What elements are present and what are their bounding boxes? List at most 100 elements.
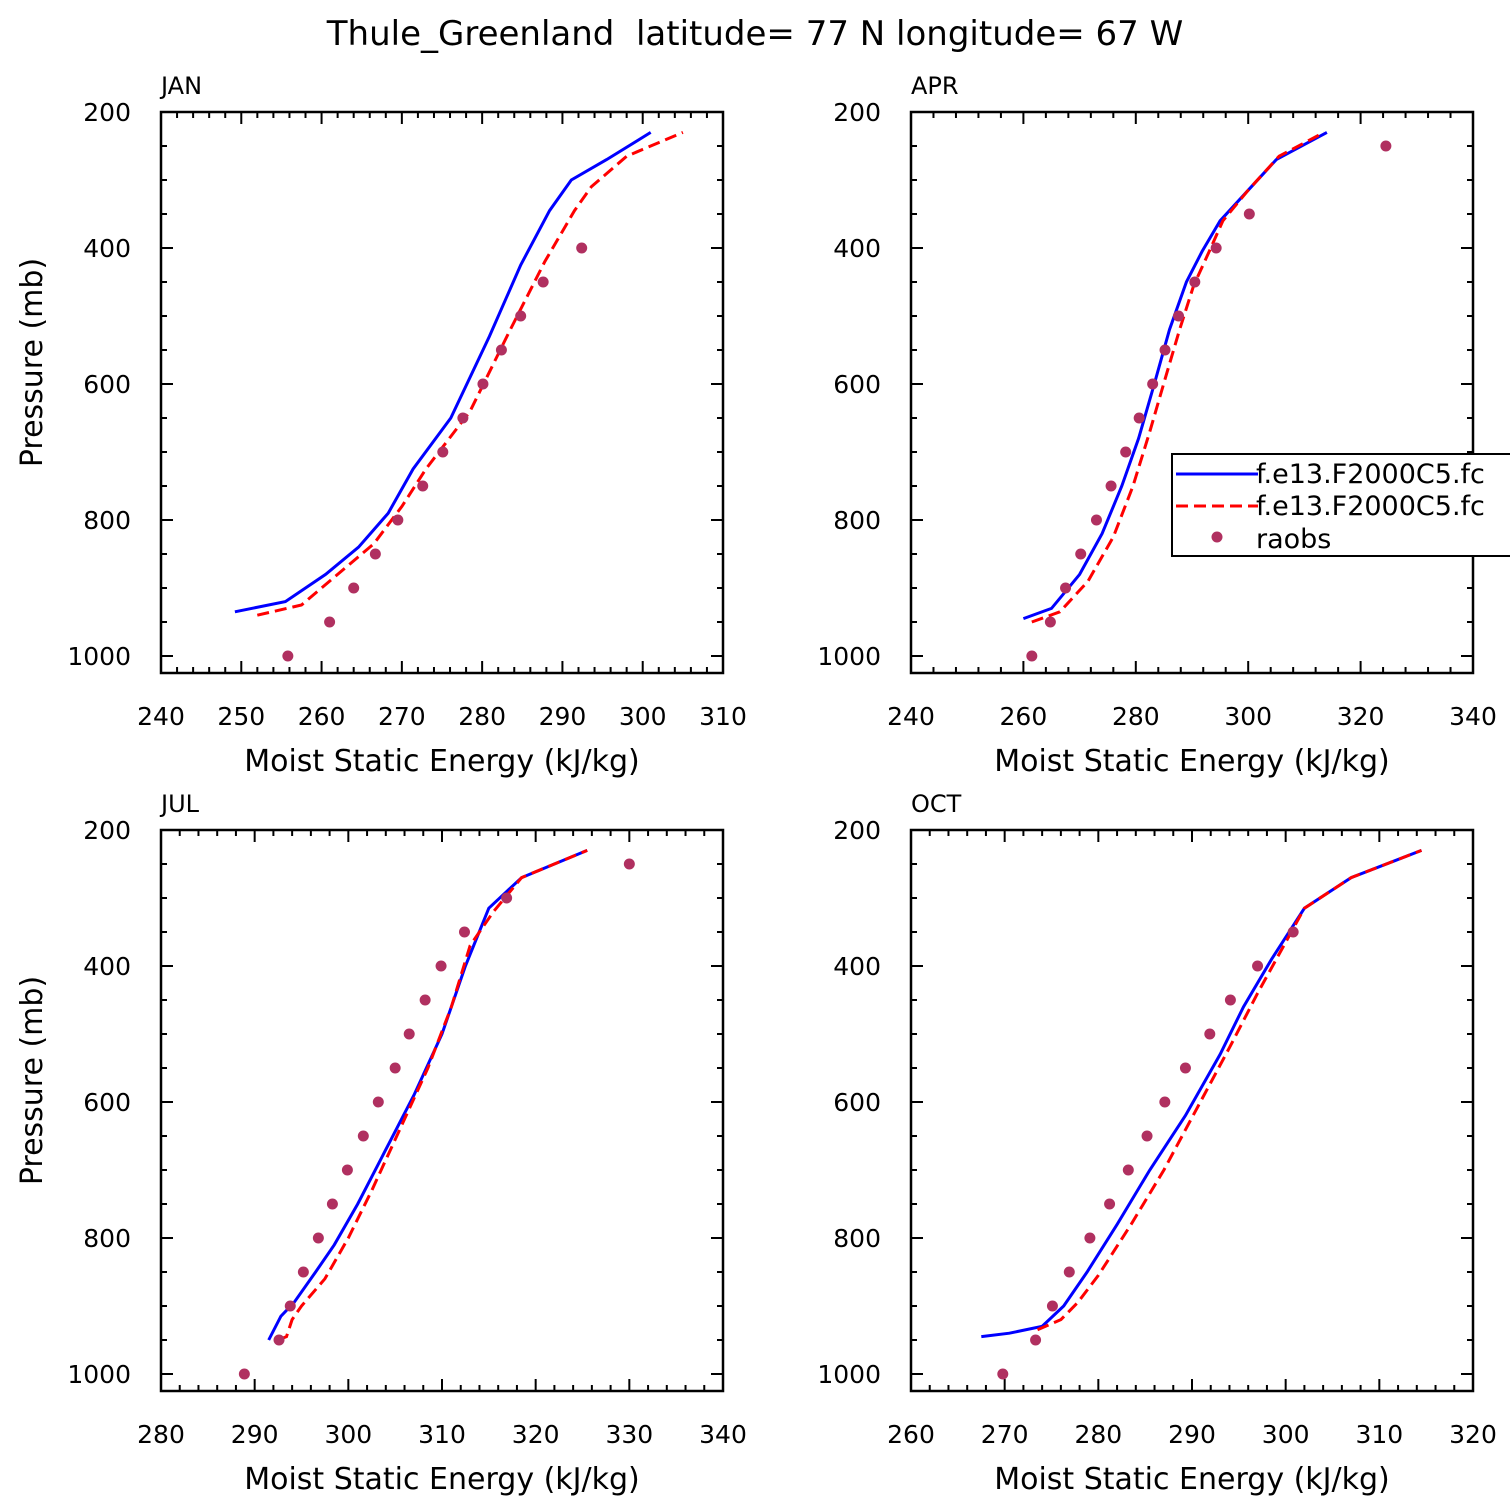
raobs-point — [357, 1130, 369, 1142]
x-tick-label: 270 — [981, 1420, 1029, 1449]
raobs-point — [1090, 514, 1102, 526]
raobs-point — [501, 892, 513, 904]
model1-line — [267, 849, 588, 1341]
raobs-point — [435, 960, 447, 972]
model1-line — [234, 131, 652, 614]
y-axis-label: Pressure (mb) — [15, 258, 50, 467]
x-tick-label: 320 — [1449, 1420, 1497, 1449]
x-axis-label: Moist Static Energy (kJ/kg) — [244, 1462, 640, 1497]
raobs-point — [1046, 1300, 1058, 1312]
panels: 240 250 260 270 280 290 300 310 200 400 600 800 1000… — [15, 72, 1497, 1497]
y-tick-label: 400 — [833, 952, 881, 981]
panel-apr: 240 260 280 300 320 340 200 400 600 800 1000 APR Moi… — [817, 72, 1496, 779]
raobs-point — [458, 926, 470, 938]
panel-title: APR — [911, 72, 959, 100]
raobs-point — [1084, 1232, 1096, 1244]
y-tick-label: 400 — [83, 234, 131, 263]
raobs-point — [392, 514, 404, 526]
y-tick-label: 1000 — [67, 642, 131, 671]
raobs-point — [312, 1232, 324, 1244]
raobs-point — [1030, 1334, 1042, 1346]
legend-entry: f.e13.F2000C5.fc — [1256, 491, 1485, 522]
raobs-point — [1380, 140, 1392, 152]
raobs-point — [1159, 1096, 1171, 1108]
raobs-point — [1243, 208, 1255, 220]
x-tick-label: 260 — [887, 1420, 935, 1449]
raobs-series — [997, 926, 1299, 1380]
legend-marker-swatch — [1211, 531, 1223, 543]
y-tick-label: 200 — [833, 98, 881, 127]
raobs-point — [324, 616, 336, 628]
y-tick-label: 200 — [83, 816, 131, 845]
raobs-point — [1133, 412, 1145, 424]
y-tick-label: 600 — [83, 1088, 131, 1117]
raobs-point — [1104, 1198, 1116, 1210]
x-tick-label: 280 — [1074, 1420, 1122, 1449]
model1-line — [981, 849, 1423, 1339]
y-tick-label: 600 — [83, 370, 131, 399]
plot-frame — [909, 110, 1475, 675]
raobs-point — [1141, 1130, 1153, 1142]
raobs-point — [1287, 926, 1299, 938]
y-tick-label: 800 — [833, 1224, 881, 1253]
raobs-point — [1026, 650, 1038, 662]
x-tick-label: 310 — [699, 702, 747, 731]
raobs-point — [1044, 616, 1056, 628]
raobs-series — [238, 858, 635, 1380]
raobs-point — [1224, 994, 1236, 1006]
legend-entry: f.e13.F2000C5.fc — [1256, 459, 1485, 490]
raobs-point — [437, 446, 449, 458]
model2-line — [277, 849, 588, 1342]
raobs-series — [1026, 140, 1392, 662]
y-axis-label: Pressure (mb) — [15, 976, 50, 1185]
raobs-point — [1075, 548, 1087, 560]
y-tick-label: 600 — [833, 370, 881, 399]
x-tick-label: 330 — [605, 1420, 653, 1449]
raobs-point — [297, 1266, 309, 1278]
raobs-point — [1147, 378, 1159, 390]
y-tick-label: 200 — [833, 816, 881, 845]
x-tick-label: 260 — [298, 702, 346, 731]
raobs-point — [1173, 310, 1185, 322]
legend-box — [1171, 453, 1510, 557]
x-tick-label: 240 — [137, 702, 185, 731]
raobs-point — [1105, 480, 1117, 492]
x-tick-label: 290 — [231, 1420, 279, 1449]
raobs-point — [1252, 960, 1264, 972]
x-tick-label: 300 — [324, 1420, 372, 1449]
x-tick-label: 270 — [378, 702, 426, 731]
y-tick-label: 200 — [83, 98, 131, 127]
raobs-point — [403, 1028, 415, 1040]
y-tick-label: 400 — [833, 234, 881, 263]
raobs-point — [477, 378, 489, 390]
x-tick-label: 280 — [458, 702, 506, 731]
y-tick-label: 1000 — [817, 1360, 881, 1389]
panel-oct: 260 270 280 290 300 310 320 200 400 600 800 1000 OCT… — [817, 790, 1496, 1497]
raobs-point — [1179, 1062, 1191, 1074]
x-tick-label: 340 — [1449, 702, 1497, 731]
raobs-point — [284, 1300, 296, 1312]
x-tick-label: 310 — [418, 1420, 466, 1449]
x-tick-label: 300 — [1262, 1420, 1310, 1449]
raobs-point — [341, 1164, 353, 1176]
x-tick-label: 320 — [1337, 702, 1385, 731]
model2-line — [1031, 131, 1325, 624]
raobs-point — [389, 1062, 401, 1074]
x-tick-label: 250 — [217, 702, 265, 731]
raobs-point — [576, 242, 588, 254]
raobs-point — [419, 994, 431, 1006]
y-tick-label: 1000 — [817, 642, 881, 671]
raobs-point — [1063, 1266, 1075, 1278]
plot-frame — [909, 828, 1475, 1393]
raobs-point — [623, 858, 635, 870]
x-tick-label: 320 — [512, 1420, 560, 1449]
raobs-point — [1189, 276, 1201, 288]
raobs-point — [282, 650, 294, 662]
plot-frame — [159, 110, 725, 675]
y-tick-label: 800 — [83, 506, 131, 535]
raobs-point — [1060, 582, 1072, 594]
raobs-point — [238, 1368, 250, 1380]
raobs-point — [1210, 242, 1222, 254]
x-tick-label: 310 — [1355, 1420, 1403, 1449]
